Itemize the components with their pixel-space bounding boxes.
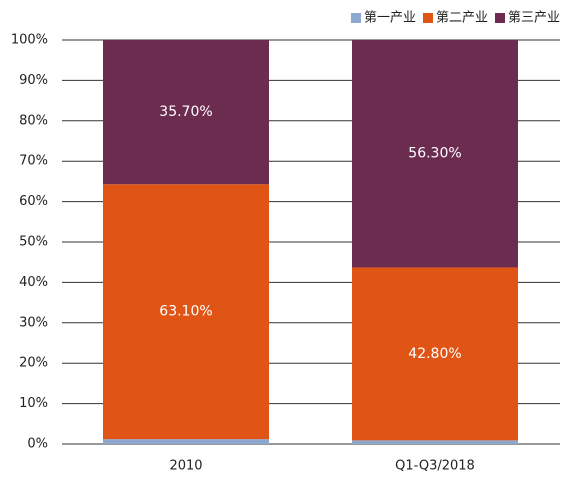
y-tick-label: 100% <box>11 33 48 48</box>
y-tick-label: 40% <box>19 275 48 290</box>
y-tick-label: 50% <box>19 235 48 250</box>
y-tick-label: 90% <box>19 73 48 88</box>
legend-label: 第三产业 <box>508 11 560 26</box>
y-tick-label: 30% <box>19 315 48 330</box>
value-label: 42.80% <box>408 346 461 362</box>
y-tick-label: 20% <box>19 356 48 371</box>
bar-segment <box>352 40 518 268</box>
x-tick-label: 2010 <box>169 459 202 474</box>
value-label: 35.70% <box>159 104 212 120</box>
y-tick-label: 0% <box>27 437 48 452</box>
y-tick-label: 60% <box>19 194 48 209</box>
bar-segment <box>352 267 518 441</box>
legend-label: 第一产业 <box>364 11 416 26</box>
legend-swatch <box>494 13 505 23</box>
x-tick-label: Q1-Q3/2018 <box>395 459 475 474</box>
bar-segment <box>352 440 518 444</box>
bar-segment <box>103 184 269 440</box>
y-tick-label: 70% <box>19 154 48 169</box>
legend-swatch <box>422 13 433 23</box>
bar-segment <box>103 439 269 444</box>
bar-segment <box>103 40 269 185</box>
y-tick-label: 10% <box>19 396 48 411</box>
value-label: 63.10% <box>159 304 212 320</box>
legend-swatch <box>350 13 361 23</box>
y-tick-label: 80% <box>19 113 48 128</box>
value-label: 56.30% <box>408 146 461 162</box>
legend-label: 第二产业 <box>436 11 488 26</box>
